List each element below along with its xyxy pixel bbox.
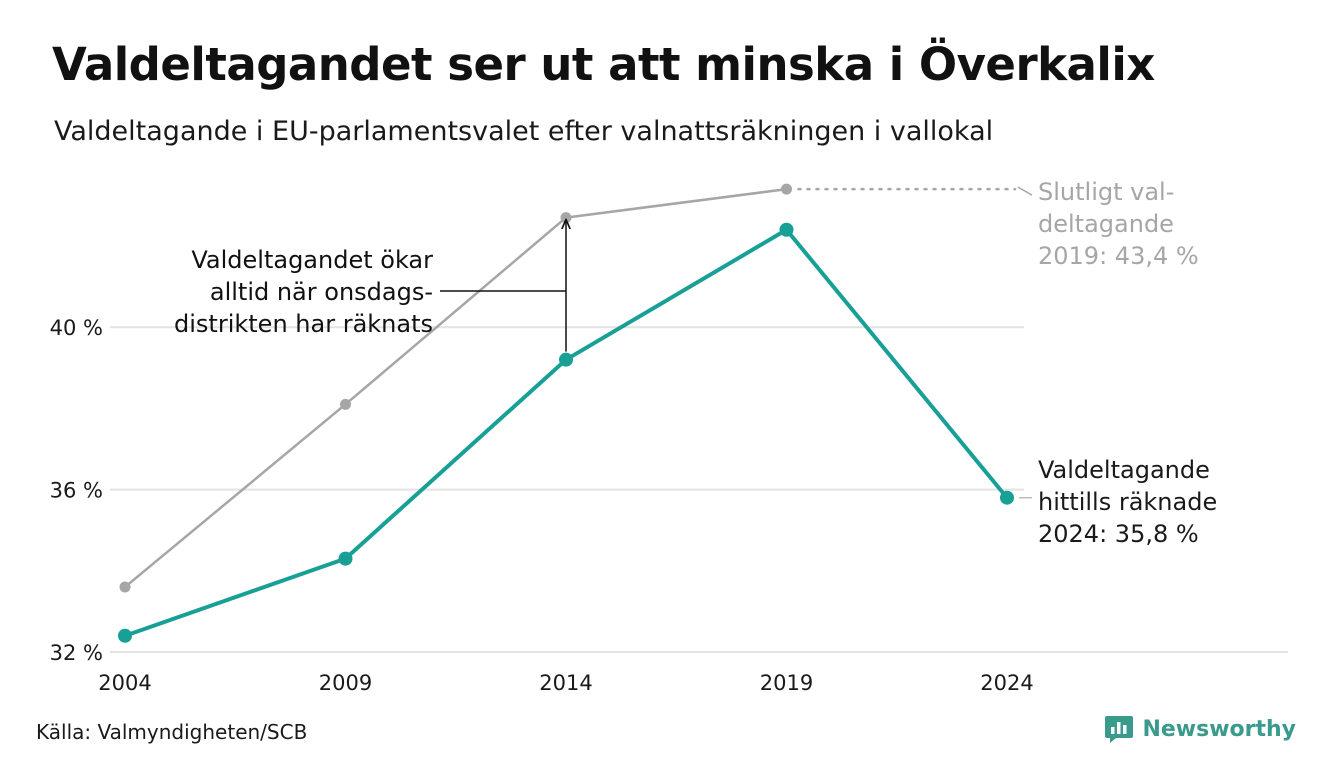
- annotation-counted-2024-line: 2024: 35,8 %: [1038, 520, 1199, 548]
- series-election-night-point: [559, 352, 573, 367]
- chart-subtitle: Valdeltagande i EU-parlamentsvalet efter…: [54, 116, 994, 147]
- x-tick-label: 2009: [319, 671, 372, 695]
- series-election-night-point: [779, 222, 794, 237]
- annotation-increase-line: distrikten har räknats: [174, 310, 433, 338]
- brand-logo[interactable]: Newsworthy: [1104, 714, 1296, 744]
- x-tick-label: 2014: [539, 671, 592, 695]
- x-tick-label: 2024: [980, 671, 1033, 695]
- series-final-point: [781, 183, 792, 195]
- brand-name: Newsworthy: [1142, 716, 1296, 742]
- annotation-final-2019-line: deltagande: [1038, 210, 1174, 238]
- series-election-night-point: [1000, 490, 1014, 505]
- annotation-final-2019-line: Slutligt val-: [1038, 178, 1174, 206]
- x-tick-label: 2004: [98, 671, 151, 695]
- annotation-increase-line: alltid när onsdags-: [210, 278, 433, 306]
- series-election-night-point: [338, 551, 353, 566]
- x-tick-label: 2019: [760, 671, 813, 695]
- series-final-line: [123, 187, 788, 589]
- y-tick-label: 32 %: [50, 641, 103, 665]
- series-final-point: [119, 581, 131, 593]
- final-2019-connector: [1017, 186, 1033, 196]
- annotation-increase-line: Valdeltagandet ökar: [191, 246, 433, 274]
- series-election-night-point: [118, 628, 132, 643]
- y-tick-label: 40 %: [50, 316, 103, 340]
- y-tick-label: 36 %: [50, 479, 103, 503]
- annotation-counted-2024-line: hittills räknade: [1038, 488, 1217, 516]
- newsworthy-logo-icon: [1105, 716, 1134, 743]
- series-final-point: [340, 398, 351, 410]
- chart-title: Valdeltagandet ser ut att minska i Överk…: [52, 38, 1155, 91]
- annotation-final-2019-line: 2019: 43,4 %: [1038, 242, 1199, 270]
- source-note: Källa: Valmyndigheten/SCB: [36, 720, 308, 744]
- annotation-counted-2024-line: Valdeltagande: [1038, 456, 1210, 484]
